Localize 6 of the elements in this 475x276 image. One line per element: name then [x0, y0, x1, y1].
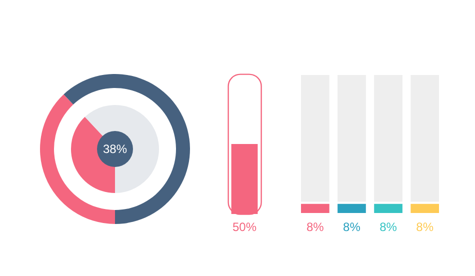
data-label: 8%: [416, 220, 434, 234]
data-label: 8%: [306, 220, 324, 234]
data-label: 8%: [343, 220, 361, 234]
text: 38%: [102, 142, 128, 156]
data-label: 50%: [232, 220, 257, 234]
data-label: 8%: [380, 220, 398, 234]
